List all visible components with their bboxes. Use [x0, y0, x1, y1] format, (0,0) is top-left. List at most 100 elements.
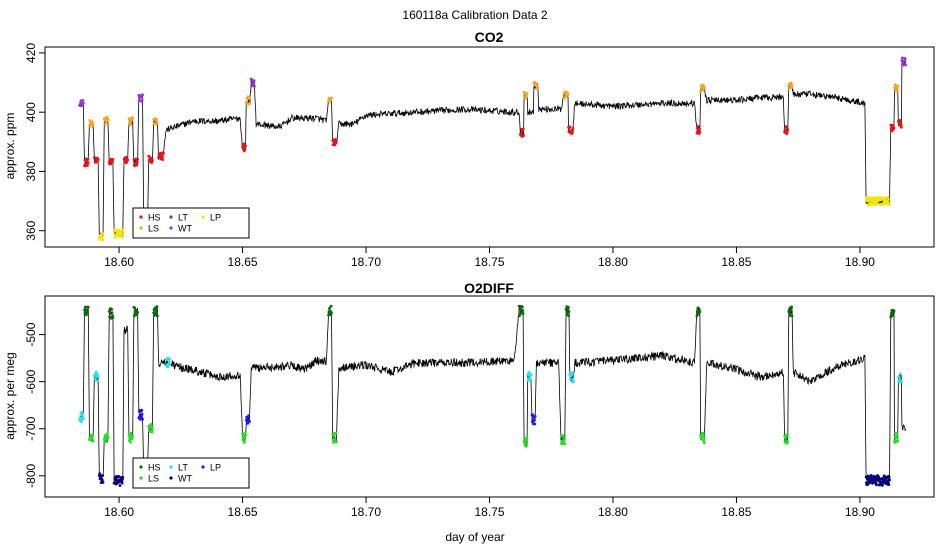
- o2diff-calibration-point: [329, 304, 333, 308]
- o2diff-calibration-point: [151, 428, 154, 431]
- co2-calibration-point: [900, 56, 904, 60]
- o2diff-calibration-hs: [787, 305, 794, 318]
- co2-calibration-point: [882, 202, 886, 206]
- o2diff-calibration-hs: [517, 304, 525, 318]
- o2diff-calibration-point: [533, 418, 536, 422]
- co2-calibration-point: [521, 129, 524, 133]
- co2-calibration-hs: [241, 142, 247, 153]
- o2diff-calibration-point: [887, 483, 891, 486]
- co2-calibration-point: [790, 84, 794, 88]
- co2-calibration-hs: [695, 124, 702, 135]
- co2-calibration-point: [243, 148, 247, 151]
- o2diff-calibration-point: [702, 441, 706, 445]
- o2diff-calibration-point: [520, 305, 524, 309]
- o2diff-y-tick-label: -500: [24, 322, 38, 346]
- co2-calibration-point: [81, 101, 85, 105]
- o2diff-calibration-point: [117, 474, 121, 478]
- co2-calibration-point: [124, 155, 128, 159]
- co2-calibration-point: [253, 84, 256, 88]
- o2diff-calibration-point: [118, 484, 122, 487]
- co2-calibration-point: [101, 238, 105, 241]
- o2diff-calibration-point: [885, 480, 889, 483]
- co2-calibration-point: [903, 59, 907, 63]
- o2diff-calibration-point: [891, 313, 894, 317]
- co2-calibration-hs: [889, 123, 896, 133]
- co2-calibration-point: [135, 160, 139, 164]
- o2diff-calibration-point: [519, 308, 522, 312]
- o2diff-calibration-lt: [92, 370, 100, 383]
- o2diff-calibration-hs: [152, 305, 159, 318]
- co2-y-tick-label: 360: [24, 220, 38, 240]
- co2-calibration-point: [903, 57, 907, 61]
- o2diff-calibration-wt: [97, 472, 105, 485]
- co2-calibration-hs: [783, 125, 790, 136]
- o2diff-calibration-point: [328, 306, 331, 310]
- co2-legend-marker-hs: [139, 215, 143, 219]
- o2diff-calibration-point: [168, 357, 172, 361]
- o2diff-legend-marker-hs: [139, 465, 143, 469]
- co2-legend-label-ls: LS: [148, 224, 159, 234]
- o2diff-calibration-point: [91, 437, 94, 441]
- co2-calibration-point: [150, 157, 154, 160]
- o2diff-x-tick-label: 18.80: [598, 505, 628, 519]
- o2diff-calibration-point: [890, 311, 893, 315]
- co2-x-tick-label: 18.65: [228, 255, 258, 269]
- o2diff-calibration-point: [888, 478, 891, 482]
- o2diff-plot-area: 18.60 18.65 18.70 18.75 18.80 18.85 18.90 -500 -…: [24, 295, 935, 519]
- o2diff-calibration-point: [702, 435, 706, 438]
- o2diff-calibration-ls: [147, 422, 154, 434]
- o2diff-calibration-point: [784, 435, 788, 439]
- co2-calibration-point: [140, 95, 144, 99]
- co2-calibration-point: [121, 228, 125, 232]
- co2-calibration-point: [900, 125, 903, 129]
- o2diff-calibration-point: [120, 481, 124, 485]
- o2diff-calibration-point: [698, 310, 702, 314]
- co2-calibration-ls: [893, 83, 900, 93]
- co2-calibration-point: [120, 232, 124, 235]
- o2diff-calibration-point: [567, 314, 571, 318]
- o2diff-calibration-point: [131, 434, 135, 438]
- o2diff-calibration-point: [790, 305, 794, 309]
- co2-calibration-point: [895, 86, 899, 90]
- o2diff-calibration-point: [111, 316, 115, 319]
- o2diff-calibration-point: [788, 314, 792, 318]
- o2diff-calibration-point: [95, 379, 99, 383]
- o2diff-calibration-point: [166, 365, 170, 369]
- co2-legend-label-wt: WT: [178, 224, 192, 234]
- o2diff-calibration-point: [697, 307, 701, 311]
- o2diff-calibration-hs: [107, 307, 115, 320]
- o2diff-calibration-point: [91, 439, 95, 443]
- o2diff-calibration-lt: [164, 356, 172, 369]
- co2-calibration-point: [161, 158, 165, 161]
- o2diff-calibration-point: [149, 422, 153, 426]
- co2-calibration-hs: [147, 154, 154, 165]
- o2diff-calibration-point: [155, 314, 159, 318]
- o2diff-calibration-point: [98, 472, 102, 476]
- co2-x-tick-label: 18.90: [845, 255, 875, 269]
- co2-calibration-point: [242, 142, 246, 146]
- o2diff-calibration-point: [887, 475, 891, 479]
- co2-calibration-point: [127, 117, 131, 121]
- o2diff-calibration-point: [155, 305, 159, 308]
- co2-calibration-point: [101, 232, 105, 236]
- o2diff-legend-box: [132, 457, 250, 489]
- o2diff-calibration-point: [333, 437, 337, 441]
- o2diff-calibration-point: [533, 422, 537, 426]
- co2-y-axis-label: approx. ppm: [3, 113, 17, 180]
- o2diff-calibration-point: [150, 430, 154, 434]
- co2-calibration-lp: [97, 232, 105, 242]
- co2-calibration-ls: [787, 81, 794, 90]
- o2diff-legend-label-wt: WT: [178, 474, 192, 484]
- o2diff-legend-marker-lp: [201, 465, 205, 469]
- co2-x-tick-label: 18.85: [721, 255, 751, 269]
- o2diff-calibration-point: [81, 417, 85, 421]
- o2diff-calibration-point: [898, 375, 901, 379]
- co2-y-tick-label: 420: [24, 43, 38, 63]
- co2-calibration-point: [865, 195, 869, 199]
- o2diff-calibration-point: [81, 412, 84, 416]
- o2diff-y-tick-label: -800: [24, 463, 38, 487]
- co2-calibration-wt: [900, 56, 907, 67]
- o2diff-data-trace: [79, 305, 906, 486]
- co2-calibration-ls: [562, 90, 570, 100]
- o2diff-calibration-point: [96, 374, 100, 378]
